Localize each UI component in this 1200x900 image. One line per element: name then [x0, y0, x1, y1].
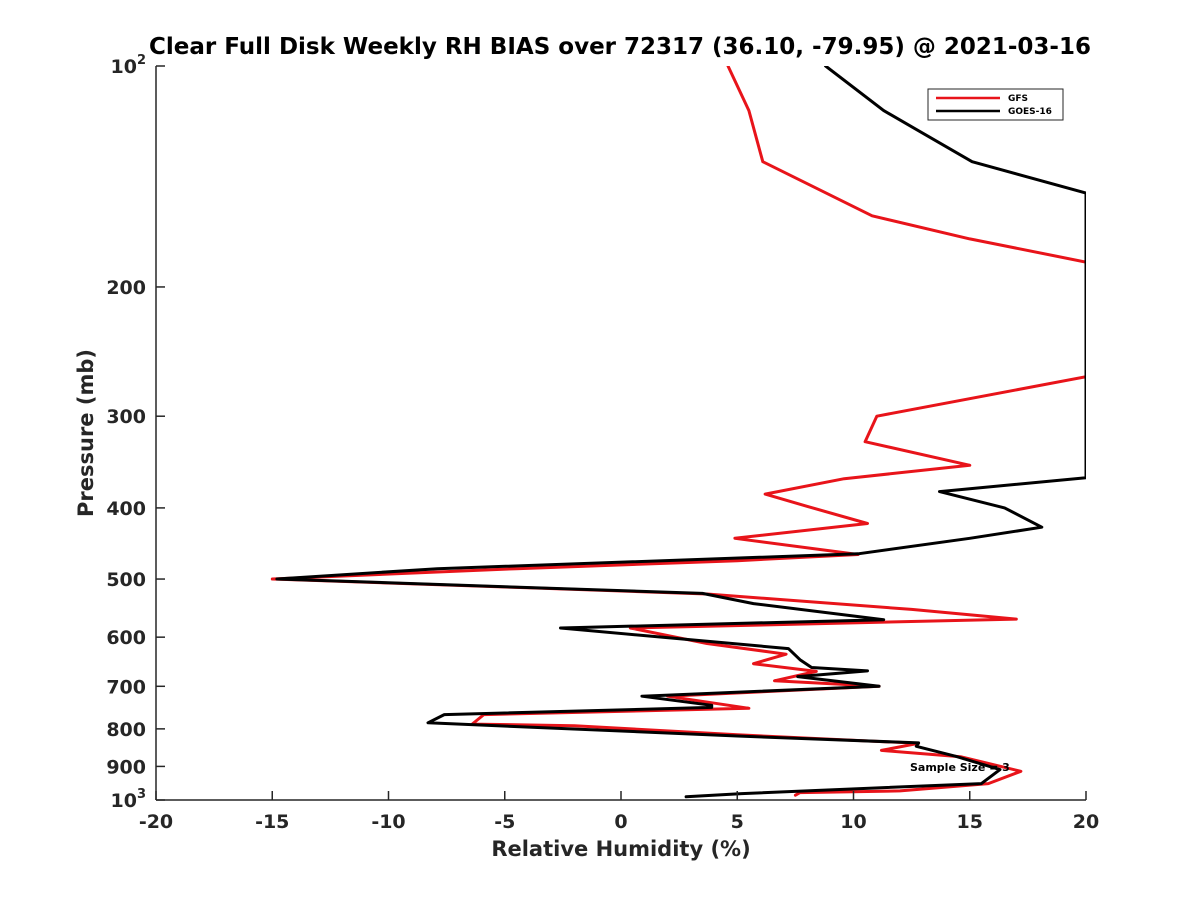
y-tick-label: 600 [106, 627, 146, 649]
x-tick-label: -10 [371, 811, 405, 833]
legend-box [927, 88, 1064, 121]
x-tick-label: 15 [957, 811, 983, 833]
y-tick-label: 400 [106, 498, 146, 520]
y-tick-label: 700 [106, 676, 146, 698]
y-tick-label: 200 [106, 277, 146, 299]
chart-title: Clear Full Disk Weekly RH BIAS over 7231… [149, 34, 1091, 60]
y-tick-label: 900 [106, 756, 146, 778]
y-tick-label: 102 [111, 53, 147, 78]
x-tick-label: 5 [731, 811, 744, 833]
y-tick-label: 103 [111, 787, 147, 812]
y-axis-title: Pressure (mb) [74, 349, 98, 517]
legend: GFS GOES-16 [927, 88, 1064, 121]
x-tick-label: 10 [840, 811, 866, 833]
y-tick-label: 800 [106, 719, 146, 741]
x-tick-label: -15 [255, 811, 289, 833]
sample-size-annotation: Sample Size = 3 [910, 761, 1010, 774]
legend-label: GOES-16 [1008, 107, 1052, 117]
x-tick-label: -20 [139, 811, 173, 833]
x-axis-title: Relative Humidity (%) [491, 837, 750, 861]
legend-label: GFS [1008, 94, 1028, 104]
y-tick-label: 300 [106, 406, 146, 428]
x-tick-label: 20 [1073, 811, 1099, 833]
x-tick-label: 0 [614, 811, 627, 833]
x-tick-label: -5 [494, 811, 515, 833]
axes-layer: -20 -15 -10 -5 0 5 10 15 20 102 200 300 400 500 600 700… [106, 53, 1099, 833]
y-tick-label: 500 [106, 569, 146, 591]
series-line-goes-16 [275, 66, 1086, 799]
series-layer [270, 66, 1086, 799]
